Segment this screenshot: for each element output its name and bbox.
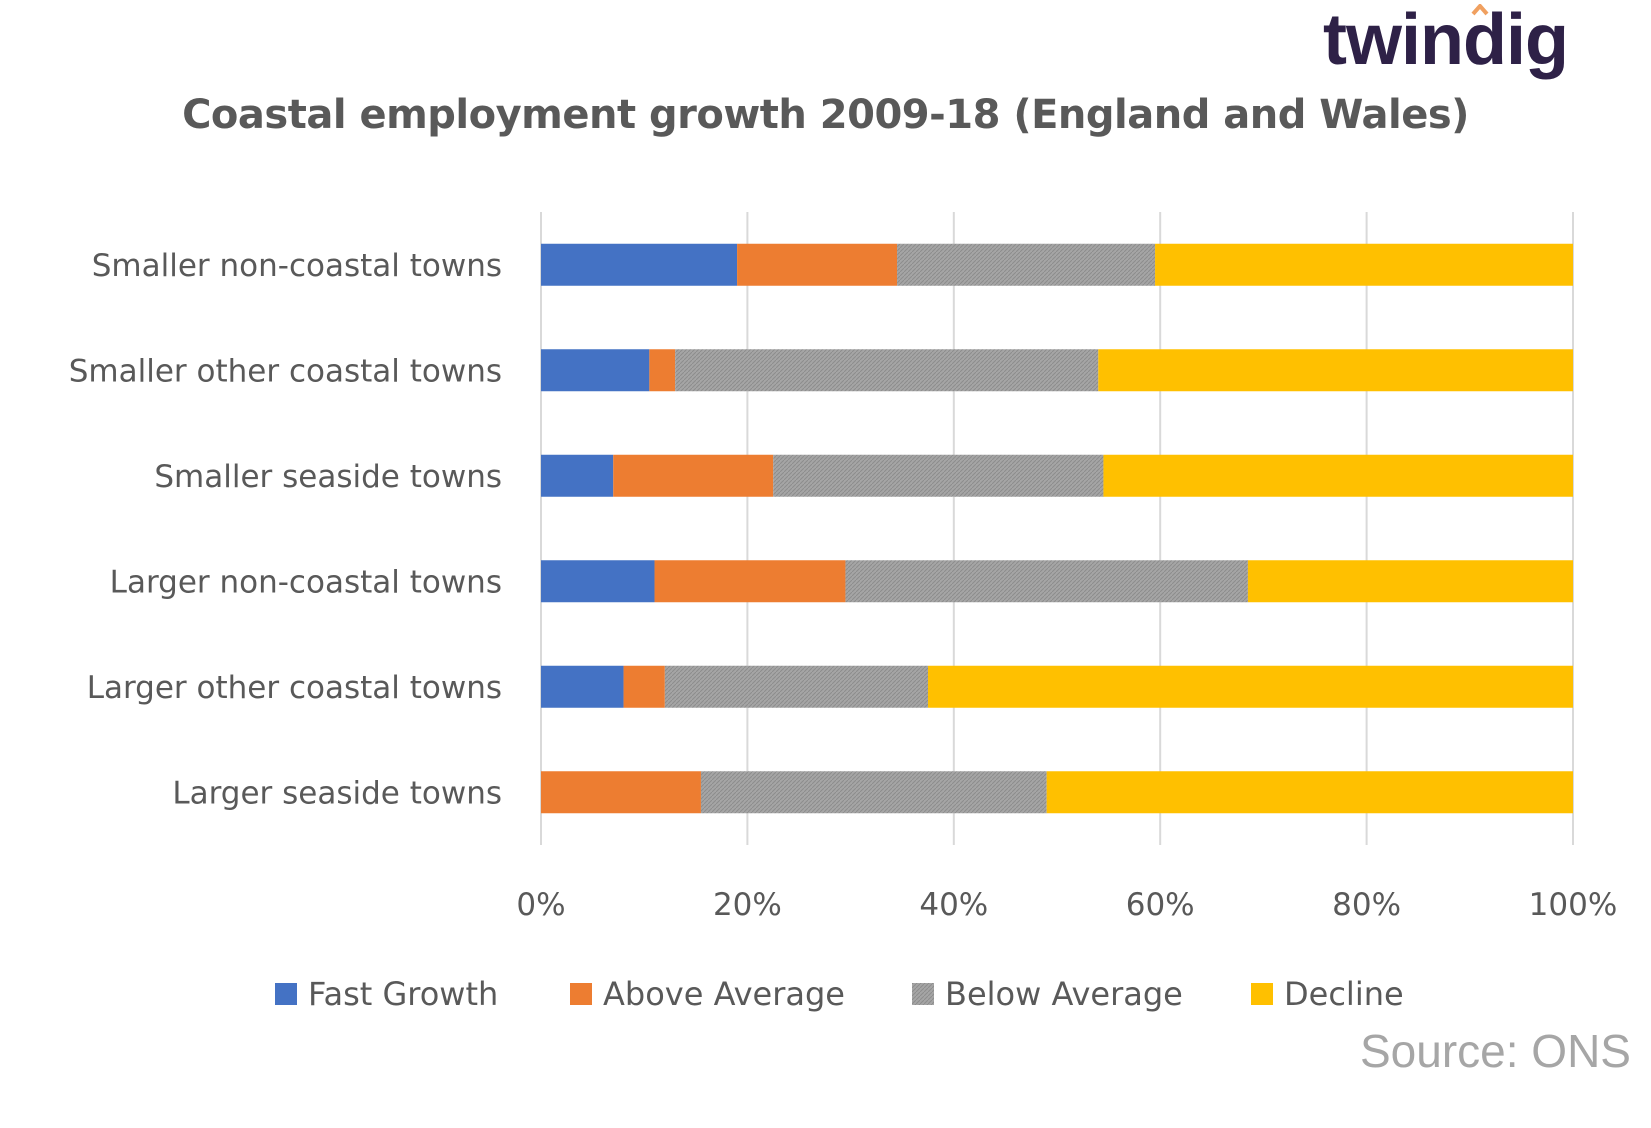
legend-swatch [275,983,297,1005]
x-tick-label: 80% [1332,887,1401,923]
category-labels: Smaller non-coastal towns Smaller other c… [69,248,502,812]
bar-segment [1098,349,1573,392]
logo-text: twindig [1323,4,1568,80]
category-label: Larger non-coastal towns [110,564,502,600]
category-label: Larger other coastal towns [87,670,502,706]
bar-segment [928,665,1573,708]
bar-segment [623,665,665,708]
source-note: Source: ONS [1360,1025,1631,1077]
bar-segment [541,560,655,603]
bar-segment [1247,560,1573,603]
bar-segment [649,349,676,392]
legend-swatch [912,983,934,1005]
bar-segment [700,771,1047,814]
x-tick-labels: 0% 20% 40% 60% 80% 100% [516,887,1617,923]
category-label: Larger seaside towns [172,775,502,811]
x-tick-label: 40% [919,887,988,923]
bar-segment [1103,454,1573,497]
bar-segment [1046,771,1573,814]
bar-segment [613,454,774,497]
legend-label: Fast Growth [308,975,498,1013]
bar-segment [654,560,846,603]
bar-segment [897,243,1156,286]
bar-segment [541,243,738,286]
legend: Fast Growth Above Average Below Average Dec… [275,975,1404,1013]
gridlines [540,212,1574,845]
category-label: Smaller other coastal towns [69,353,502,389]
category-label: Smaller seaside towns [154,459,502,495]
bar-segment [845,560,1248,603]
legend-swatch [1251,983,1273,1005]
bar-segment [773,454,1104,497]
bars [541,243,1573,814]
legend-label: Decline [1284,975,1404,1013]
legend-swatch [570,983,592,1005]
x-tick-label: 60% [1126,887,1195,923]
bar-segment [664,665,928,708]
category-label: Smaller non-coastal towns [92,248,502,284]
bar-segment [541,349,650,392]
chart-title: Coastal employment growth 2009-18 (Engla… [182,92,1469,138]
twindig-logo: twindig [1323,0,1623,99]
x-tick-label: 100% [1529,887,1618,923]
legend-label: Below Average [945,975,1183,1013]
bar-segment [1155,243,1573,286]
bar-segment [675,349,1099,392]
logo-accent-icon [1471,2,1489,16]
bar-segment [541,771,701,814]
bar-segment [737,243,898,286]
bar-segment [541,454,614,497]
x-tick-label: 0% [516,887,565,923]
bar-segment [541,665,624,708]
legend-label: Above Average [603,975,845,1013]
x-tick-label: 20% [713,887,782,923]
